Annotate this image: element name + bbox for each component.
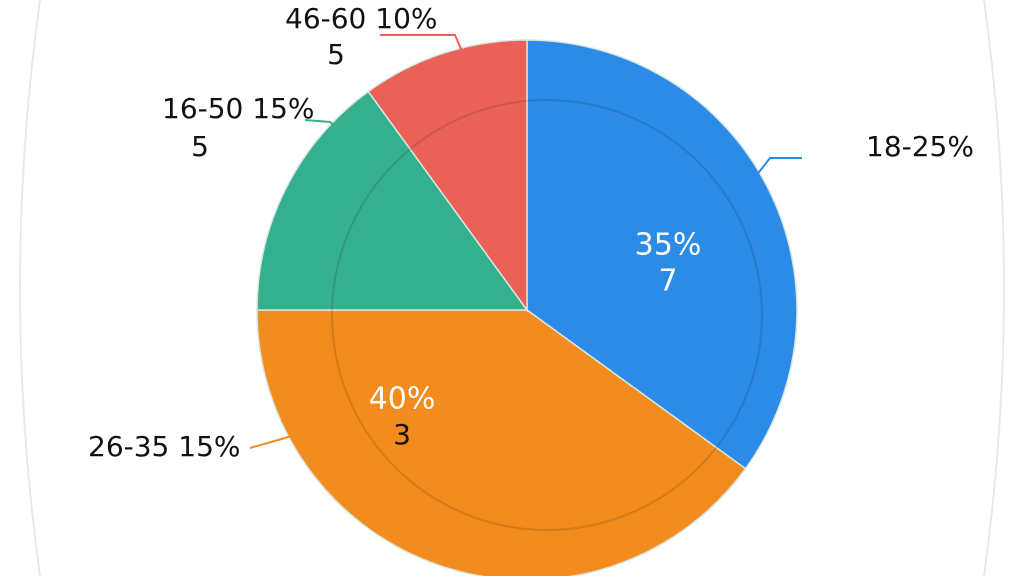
leader-line	[304, 119, 346, 136]
leader-line	[744, 157, 802, 191]
frame-curve	[983, 0, 1005, 576]
pie-slice	[256, 90, 529, 311]
pie-slice	[367, 39, 528, 313]
pie-slice	[526, 39, 798, 470]
value-label: 35%	[635, 228, 702, 263]
decor-ring	[331, 99, 763, 531]
slice-label: 16-50 15%	[162, 92, 315, 125]
leader-line	[380, 34, 469, 66]
count-label: 7	[658, 264, 677, 299]
frame-curve	[19, 0, 41, 576]
slice-label: 18-25%	[866, 130, 974, 163]
count-label: 3	[393, 418, 411, 451]
count-label: 5	[327, 38, 345, 71]
count-label: 5	[191, 130, 209, 163]
slice-label: 26-35 15%	[88, 430, 241, 463]
value-label: 40%	[369, 382, 436, 417]
pie-slice	[256, 309, 747, 576]
slice-label: 46-60 10%	[285, 2, 438, 35]
leader-line	[249, 424, 321, 449]
